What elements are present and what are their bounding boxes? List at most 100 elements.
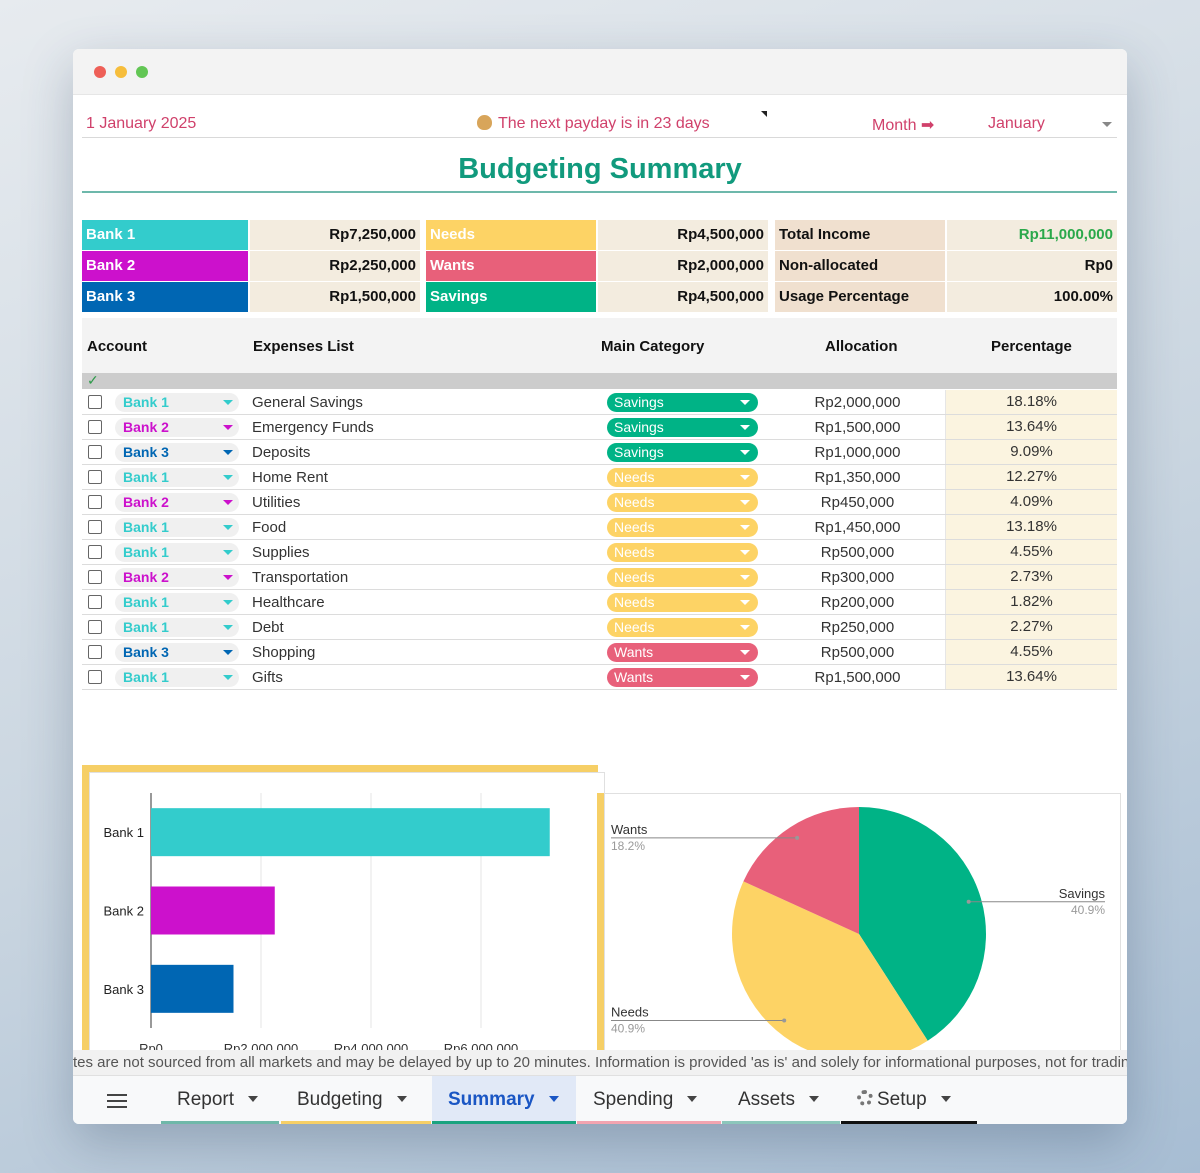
summary-needs-label[interactable]: Needs [426, 220, 596, 250]
percentage-value[interactable]: 18.18% [945, 390, 1117, 414]
account-dropdown[interactable]: Bank 2 [115, 568, 239, 587]
percentage-value[interactable]: 1.82% [945, 590, 1117, 614]
category-dropdown[interactable]: Savings [607, 393, 758, 412]
chevron-down-icon[interactable] [396, 1096, 407, 1102]
summary-bank-2-value[interactable]: Rp2,250,000 [250, 251, 420, 281]
category-dropdown[interactable]: Wants [607, 643, 758, 662]
summary-bank-1-value[interactable]: Rp7,250,000 [250, 220, 420, 250]
account-dropdown[interactable]: Bank 2 [115, 493, 239, 512]
account-dropdown[interactable]: Bank 1 [115, 518, 239, 537]
account-dropdown[interactable]: Bank 1 [115, 593, 239, 612]
category-dropdown[interactable]: Needs [607, 543, 758, 562]
row-checkbox[interactable] [88, 620, 102, 634]
non-allocated-value[interactable]: Rp0 [947, 251, 1117, 281]
row-checkbox[interactable] [88, 395, 102, 409]
month-dropdown[interactable]: January [988, 115, 1114, 135]
expense-name[interactable]: Transportation [252, 569, 349, 586]
percentage-value[interactable]: 12.27% [945, 465, 1117, 489]
summary-bank-3-value[interactable]: Rp1,500,000 [250, 282, 420, 312]
tab-report[interactable]: Report [161, 1076, 279, 1124]
expense-name[interactable]: Utilities [252, 494, 301, 511]
tab-summary[interactable]: Summary [432, 1076, 576, 1124]
tab-budgeting[interactable]: Budgeting [281, 1076, 431, 1124]
allocation-value[interactable]: Rp1,500,000 [814, 669, 901, 686]
expense-name[interactable]: Debt [252, 619, 284, 636]
allocation-value[interactable]: Rp200,000 [820, 594, 895, 611]
category-pie-chart[interactable]: Savings 40.9% Needs 40.9% Wants 18.2% [604, 793, 1121, 1076]
expense-name[interactable]: Home Rent [252, 469, 328, 486]
account-dropdown[interactable]: Bank 3 [115, 643, 239, 662]
chevron-down-icon[interactable] [687, 1096, 698, 1102]
expense-name[interactable]: Shopping [252, 644, 316, 661]
percentage-value[interactable]: 13.64% [945, 665, 1117, 689]
account-dropdown[interactable]: Bank 1 [115, 543, 239, 562]
row-checkbox[interactable] [88, 595, 102, 609]
percentage-value[interactable]: 4.09% [945, 490, 1117, 514]
summary-bank-3-label[interactable]: Bank 3 [82, 282, 248, 312]
expense-name[interactable]: Healthcare [252, 594, 325, 611]
account-dropdown[interactable]: Bank 1 [115, 668, 239, 687]
chevron-down-icon[interactable] [248, 1096, 259, 1102]
allocation-value[interactable]: Rp1,450,000 [814, 519, 901, 536]
expense-name[interactable]: Deposits [252, 444, 311, 461]
row-checkbox[interactable] [88, 520, 102, 534]
percentage-value[interactable]: 2.27% [945, 615, 1117, 639]
row-checkbox[interactable] [88, 670, 102, 684]
column-header-expenses[interactable]: Expenses List [253, 338, 354, 355]
total-income-value[interactable]: Rp11,000,000 [947, 220, 1117, 250]
percentage-value[interactable]: 13.18% [945, 515, 1117, 539]
close-window-button[interactable] [94, 66, 106, 78]
tab-setup[interactable]: Setup [841, 1076, 977, 1124]
percentage-value[interactable]: 9.09% [945, 440, 1117, 464]
row-checkbox[interactable] [88, 645, 102, 659]
allocation-value[interactable]: Rp1,350,000 [814, 469, 901, 486]
minimize-window-button[interactable] [115, 66, 127, 78]
expense-name[interactable]: General Savings [252, 394, 363, 411]
allocation-value[interactable]: Rp250,000 [820, 619, 895, 636]
summary-needs-value[interactable]: Rp4,500,000 [598, 220, 768, 250]
account-dropdown[interactable]: Bank 3 [115, 443, 239, 462]
category-dropdown[interactable]: Savings [607, 418, 758, 437]
category-dropdown[interactable]: Needs [607, 468, 758, 487]
percentage-value[interactable]: 13.64% [945, 415, 1117, 439]
account-dropdown[interactable]: Bank 2 [115, 418, 239, 437]
allocation-value[interactable]: Rp500,000 [820, 544, 895, 561]
column-header-percentage[interactable]: Percentage [991, 338, 1072, 355]
chevron-down-icon[interactable] [940, 1096, 951, 1102]
cell-note-indicator[interactable] [761, 111, 767, 117]
tab-assets[interactable]: Assets [722, 1076, 840, 1124]
category-dropdown[interactable]: Needs [607, 518, 758, 537]
allocation-value[interactable]: Rp450,000 [820, 494, 895, 511]
category-dropdown[interactable]: Needs [607, 618, 758, 637]
non-allocated-label[interactable]: Non-allocated [775, 251, 945, 281]
row-checkbox[interactable] [88, 495, 102, 509]
tab-spending[interactable]: Spending [577, 1076, 721, 1124]
column-header-category[interactable]: Main Category [601, 338, 705, 355]
row-checkbox[interactable] [88, 420, 102, 434]
allocation-value[interactable]: Rp1,000,000 [814, 444, 901, 461]
category-dropdown[interactable]: Needs [607, 568, 758, 587]
category-dropdown[interactable]: Wants [607, 668, 758, 687]
summary-bank-1-label[interactable]: Bank 1 [82, 220, 248, 250]
account-dropdown[interactable]: Bank 1 [115, 618, 239, 637]
allocation-value[interactable]: Rp2,000,000 [814, 394, 901, 411]
allocation-value[interactable]: Rp1,500,000 [814, 419, 901, 436]
row-checkbox[interactable] [88, 570, 102, 584]
expense-name[interactable]: Supplies [252, 544, 310, 561]
account-dropdown[interactable]: Bank 1 [115, 468, 239, 487]
column-header-account[interactable]: Account [87, 338, 147, 355]
total-income-label[interactable]: Total Income [775, 220, 945, 250]
chevron-down-icon[interactable] [809, 1096, 820, 1102]
account-dropdown[interactable]: Bank 1 [115, 393, 239, 412]
maximize-window-button[interactable] [136, 66, 148, 78]
expense-name[interactable]: Food [252, 519, 287, 536]
category-dropdown[interactable]: Needs [607, 493, 758, 512]
category-dropdown[interactable]: Savings [607, 443, 758, 462]
row-checkbox[interactable] [88, 470, 102, 484]
summary-savings-label[interactable]: Savings [426, 282, 596, 312]
summary-wants-value[interactable]: Rp2,000,000 [598, 251, 768, 281]
row-checkbox[interactable] [88, 445, 102, 459]
row-checkbox[interactable] [88, 545, 102, 559]
allocation-value[interactable]: Rp300,000 [820, 569, 895, 586]
column-header-allocation[interactable]: Allocation [825, 338, 898, 355]
